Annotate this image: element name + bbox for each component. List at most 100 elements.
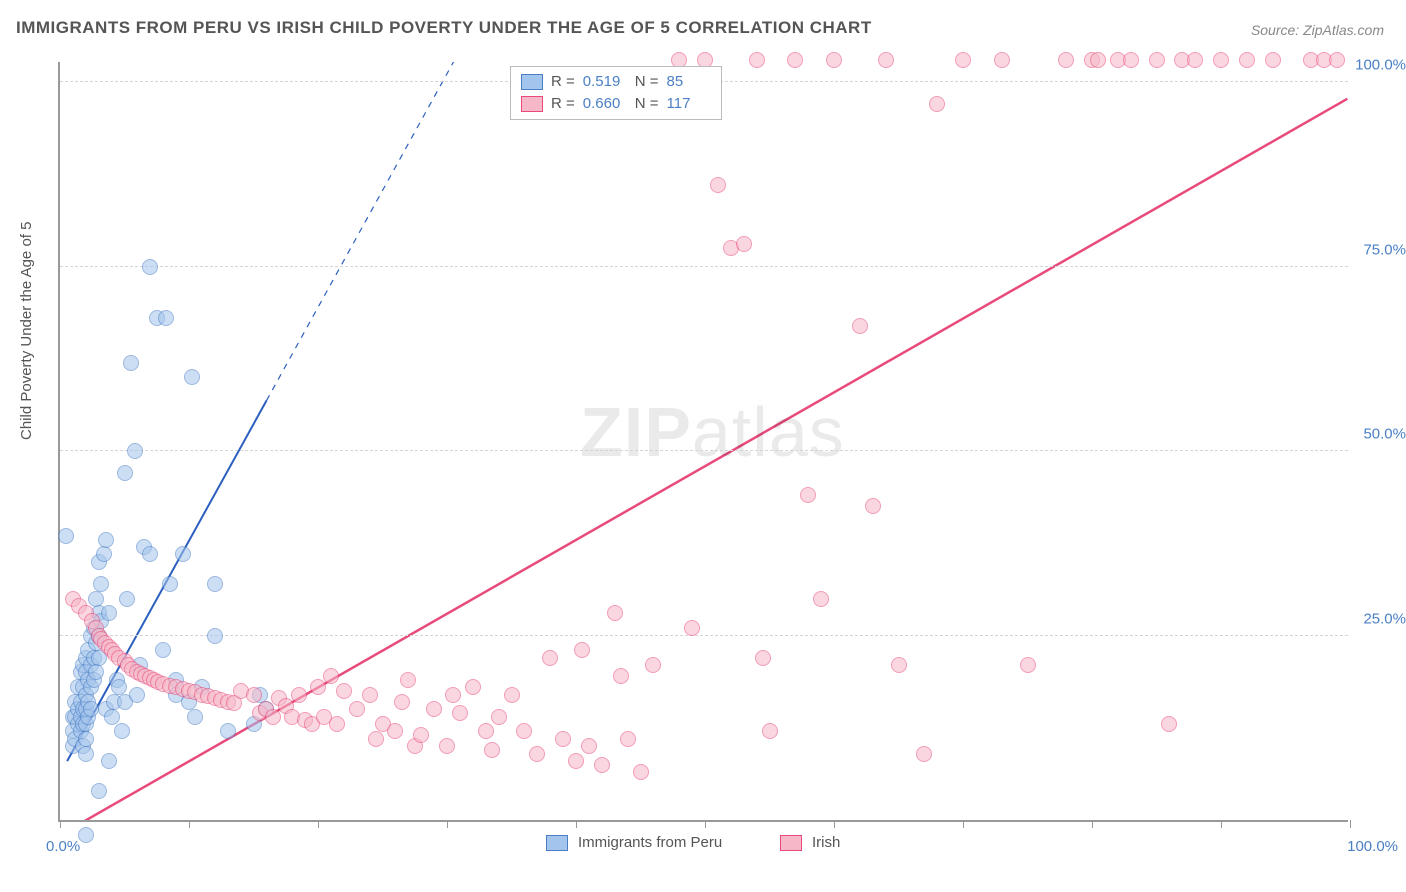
point-irish	[1149, 52, 1165, 68]
point-irish	[613, 668, 629, 684]
point-peru	[101, 605, 117, 621]
gridline	[60, 450, 1348, 451]
point-irish	[755, 650, 771, 666]
point-irish	[349, 701, 365, 717]
legend-swatch-irish	[521, 96, 543, 112]
legend-row-peru: R = 0.519 N = 85	[521, 71, 711, 93]
point-irish	[291, 687, 307, 703]
point-irish	[1265, 52, 1281, 68]
x-tick	[1221, 820, 1222, 828]
point-peru	[142, 259, 158, 275]
y-tick-label: 50.0%	[1354, 426, 1406, 443]
source-citation: Source: ZipAtlas.com	[1251, 22, 1384, 38]
x-tick	[576, 820, 577, 828]
point-irish	[878, 52, 894, 68]
x-tick	[1092, 820, 1093, 828]
point-irish	[465, 679, 481, 695]
point-peru	[88, 591, 104, 607]
point-peru	[123, 355, 139, 371]
x-tick	[447, 820, 448, 828]
point-peru	[93, 576, 109, 592]
point-irish	[452, 705, 468, 721]
point-irish	[1329, 52, 1345, 68]
point-irish	[491, 709, 507, 725]
point-irish	[478, 723, 494, 739]
gridline	[60, 266, 1348, 267]
point-irish	[484, 742, 500, 758]
point-irish	[826, 52, 842, 68]
y-tick-label: 75.0%	[1354, 241, 1406, 258]
point-peru	[83, 701, 99, 717]
x-tick	[60, 820, 61, 828]
point-peru	[104, 709, 120, 725]
point-irish	[1090, 52, 1106, 68]
legend-r-value-peru: 0.519	[583, 71, 627, 93]
point-irish	[413, 727, 429, 743]
point-irish	[1213, 52, 1229, 68]
point-irish	[516, 723, 532, 739]
series-legend-irish: Irish	[780, 834, 840, 851]
point-peru	[207, 628, 223, 644]
point-irish	[929, 96, 945, 112]
point-irish	[310, 679, 326, 695]
point-peru	[175, 546, 191, 562]
x-axis-max-label: 100.0%	[1347, 838, 1398, 855]
point-irish	[916, 746, 932, 762]
x-tick	[834, 820, 835, 828]
point-irish	[865, 498, 881, 514]
point-irish	[891, 657, 907, 673]
legend-r-label: R =	[551, 93, 575, 115]
legend-swatch-peru	[546, 835, 568, 851]
point-irish	[265, 709, 281, 725]
point-irish	[710, 177, 726, 193]
point-peru	[111, 679, 127, 695]
point-irish	[994, 52, 1010, 68]
point-irish	[762, 723, 778, 739]
point-irish	[426, 701, 442, 717]
point-irish	[607, 605, 623, 621]
point-irish	[645, 657, 661, 673]
point-irish	[1187, 52, 1203, 68]
x-tick	[318, 820, 319, 828]
source-label: Source:	[1251, 22, 1303, 38]
point-irish	[787, 52, 803, 68]
legend-n-value-irish: 117	[667, 93, 711, 115]
x-axis-min-label: 0.0%	[46, 838, 80, 855]
point-irish	[439, 738, 455, 754]
point-peru	[101, 753, 117, 769]
legend-label-peru: Immigrants from Peru	[578, 834, 722, 851]
point-peru	[207, 576, 223, 592]
point-irish	[445, 687, 461, 703]
point-irish	[1020, 657, 1036, 673]
point-irish	[504, 687, 520, 703]
point-irish	[620, 731, 636, 747]
point-irish	[813, 591, 829, 607]
point-irish	[246, 687, 262, 703]
point-irish	[323, 668, 339, 684]
point-peru	[142, 546, 158, 562]
point-irish	[336, 683, 352, 699]
point-irish	[574, 642, 590, 658]
point-peru	[91, 783, 107, 799]
legend-swatch-irish	[780, 835, 802, 851]
legend-n-label: N =	[635, 71, 659, 93]
point-peru	[129, 687, 145, 703]
x-tick	[963, 820, 964, 828]
source-name: ZipAtlas.com	[1303, 22, 1384, 38]
watermark: ZIPatlas	[580, 392, 845, 472]
point-irish	[542, 650, 558, 666]
chart-plot-area: ZIPatlas 25.0%50.0%75.0%100.0%	[58, 62, 1348, 822]
point-peru	[187, 709, 203, 725]
point-irish	[1123, 52, 1139, 68]
point-irish	[329, 716, 345, 732]
y-tick-label: 25.0%	[1354, 610, 1406, 627]
x-tick	[189, 820, 190, 828]
point-irish	[568, 753, 584, 769]
x-tick	[705, 820, 706, 828]
point-irish	[736, 236, 752, 252]
point-irish	[387, 723, 403, 739]
point-peru	[158, 310, 174, 326]
chart-title: IMMIGRANTS FROM PERU VS IRISH CHILD POVE…	[16, 18, 872, 38]
gridline	[60, 635, 1348, 636]
legend-n-label: N =	[635, 93, 659, 115]
